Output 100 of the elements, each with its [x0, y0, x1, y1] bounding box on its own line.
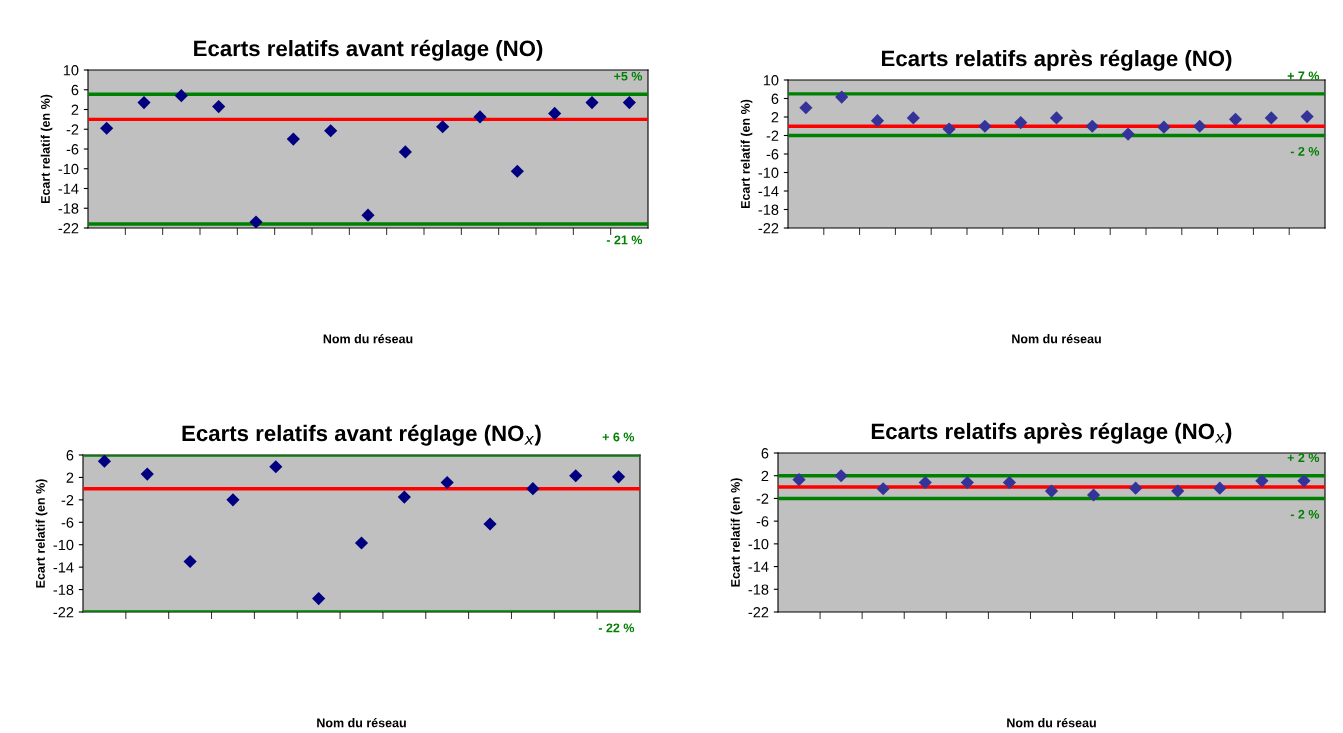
point [436, 120, 450, 134]
ref-line-label: +5 % [614, 71, 643, 81]
y-tick-label: -18 [58, 203, 79, 214]
point [97, 455, 112, 468]
y-tick-label: 2 [771, 112, 779, 123]
point [960, 475, 974, 490]
y-tick-label: -22 [58, 223, 79, 234]
chart-title: Ecarts relatifs après réglage (NO$_{x}$) [871, 422, 1232, 444]
x-axis-title: Nom du réseau [323, 334, 413, 344]
y-axis-title: Ecart relatif (en %) [730, 478, 743, 587]
point [1213, 481, 1227, 495]
y-tick-label: -6 [756, 516, 769, 527]
point [361, 208, 375, 222]
point [397, 490, 411, 504]
y-tick-label: -14 [53, 562, 74, 573]
ref-line-label: + 2 % [1287, 453, 1320, 463]
y-tick-label: -6 [61, 517, 74, 528]
y-axis-title: Ecart relatif (en %) [740, 99, 753, 209]
point [1193, 119, 1207, 133]
point [1014, 115, 1028, 130]
y-tick-label: -22 [758, 223, 779, 234]
point [137, 96, 151, 110]
point [140, 467, 154, 481]
point [212, 99, 226, 114]
y-tick-label: 6 [71, 84, 79, 96]
y-tick-label: 6 [66, 450, 74, 461]
y-tick-label: -10 [748, 538, 769, 550]
y-tick-label: -18 [748, 584, 769, 595]
y-tick-label: -14 [58, 183, 79, 194]
y-tick-label: -2 [756, 493, 769, 504]
y-tick-label: -22 [748, 607, 769, 618]
point [1002, 475, 1017, 490]
y-tick-label: -14 [748, 561, 769, 572]
y-tick-label: 10 [763, 75, 779, 86]
y-tick-label: 6 [771, 93, 779, 104]
point [1044, 484, 1059, 498]
point [286, 132, 300, 146]
chart-title: Ecarts relatifs avant réglage (NO$_{x}$) [182, 424, 541, 446]
point [1085, 119, 1099, 133]
y-tick-label: -2 [61, 494, 74, 506]
ref-line-label: - 21 % [606, 235, 643, 245]
point [174, 89, 188, 103]
x-axis-title: Nom du réseau [1007, 718, 1096, 728]
point [183, 554, 197, 569]
point [799, 101, 813, 115]
point [918, 475, 932, 490]
point [792, 473, 806, 487]
y-tick-label: -2 [766, 130, 779, 141]
y-tick-label: -6 [66, 144, 79, 155]
point [1049, 111, 1064, 125]
y-tick-label: -10 [58, 163, 79, 175]
point [942, 122, 956, 136]
point [100, 121, 114, 135]
point [1129, 481, 1143, 495]
y-tick-label: -2 [66, 124, 79, 135]
y-tick-label: -14 [758, 186, 779, 197]
y-tick-label: 2 [66, 472, 74, 483]
ref-line-label: - 2 % [1290, 509, 1320, 519]
ref-line-label: + 7 % [1287, 71, 1320, 81]
point [622, 96, 636, 110]
point [835, 90, 849, 104]
point [510, 164, 524, 178]
point [1297, 474, 1311, 488]
y-tick-label: 10 [63, 65, 79, 76]
point [473, 110, 487, 124]
point [585, 96, 599, 110]
point [354, 536, 369, 550]
point [1157, 120, 1171, 134]
y-axis-title: Ecart relatif (en %) [35, 479, 48, 588]
x-axis-title: Nom du réseau [317, 718, 406, 728]
y-tick-label: -10 [758, 167, 779, 178]
chart-title: Ecarts relatifs après réglage (NO) [882, 49, 1232, 71]
point [483, 517, 497, 531]
x-axis-title: Nom du réseau [1012, 334, 1101, 344]
point [978, 119, 992, 133]
point [1171, 484, 1185, 498]
point [398, 145, 412, 159]
y-tick-label: -22 [53, 607, 74, 618]
point [834, 469, 848, 483]
ref-line-label: - 22 % [598, 623, 635, 633]
y-tick-label: -18 [53, 584, 74, 595]
point [526, 482, 540, 496]
point [440, 475, 454, 490]
y-tick-label: -10 [53, 539, 74, 551]
point [876, 482, 890, 496]
point [611, 470, 626, 484]
y-tick-label: -18 [758, 204, 779, 215]
point [324, 124, 338, 138]
y-tick-label: 2 [761, 470, 769, 481]
y-tick-label: 6 [761, 448, 769, 459]
point [548, 106, 562, 121]
point [1121, 127, 1135, 141]
point [569, 469, 583, 483]
point [870, 114, 885, 128]
ref-line-label: + 6 % [602, 432, 635, 442]
point [226, 493, 240, 507]
chart-title: Ecarts relatifs avant réglage (NO) [194, 39, 543, 61]
point [269, 460, 283, 474]
point [312, 591, 326, 606]
point [1228, 112, 1243, 126]
